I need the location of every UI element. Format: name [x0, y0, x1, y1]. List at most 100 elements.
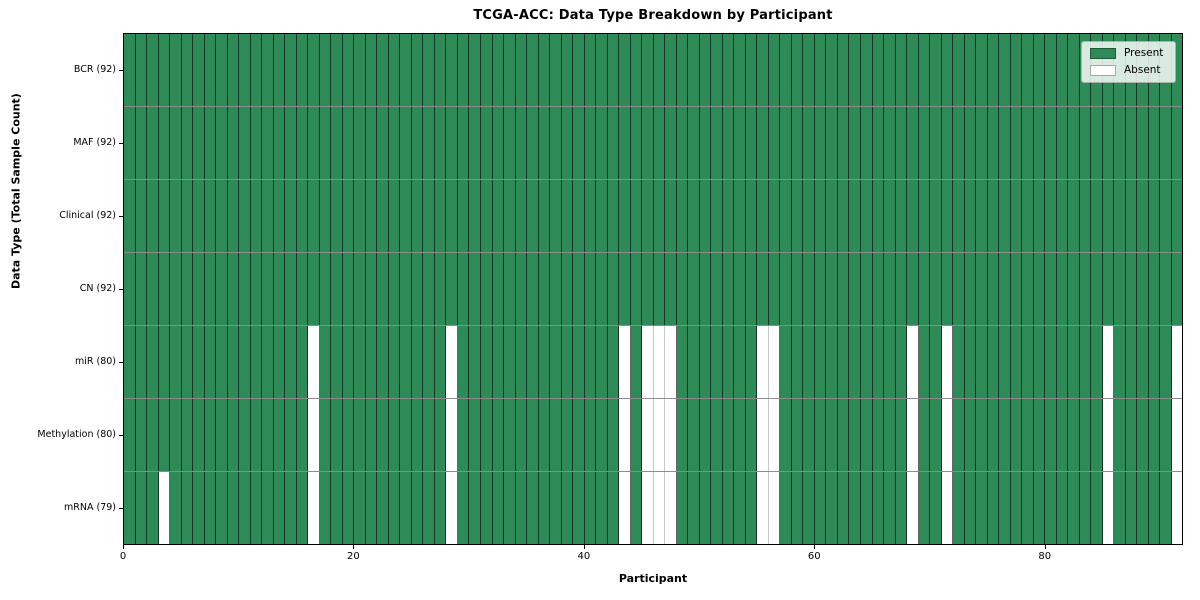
heatmap-cell	[1102, 326, 1115, 398]
heatmap-cell	[1091, 472, 1103, 544]
heatmap-cell	[319, 34, 332, 106]
heatmap-cell	[239, 180, 251, 252]
heatmap-cell	[480, 107, 493, 179]
heatmap-cell	[135, 34, 148, 106]
heatmap-cell	[273, 399, 286, 471]
heatmap-cell	[492, 472, 505, 544]
heatmap-cell	[987, 180, 1000, 252]
heatmap-cell	[861, 326, 873, 398]
heatmap-cell	[884, 253, 896, 325]
heatmap-cell	[239, 107, 251, 179]
heatmap-cell	[699, 399, 712, 471]
heatmap-cell	[319, 107, 332, 179]
heatmap-cell	[1148, 326, 1161, 398]
heatmap-cell	[734, 399, 746, 471]
heatmap-cell	[492, 253, 505, 325]
heatmap-cell	[1114, 472, 1126, 544]
heatmap-cell	[642, 326, 654, 398]
heatmap-cell	[1056, 107, 1069, 179]
heatmap-cell	[872, 180, 885, 252]
heatmap-cell	[423, 107, 435, 179]
heatmap-cell	[296, 107, 309, 179]
heatmap-cell	[262, 399, 274, 471]
heatmap-cell	[457, 107, 470, 179]
heatmap-row-maf	[124, 107, 1183, 180]
heatmap-cell	[285, 472, 297, 544]
heatmap-cell	[411, 180, 424, 252]
heatmap-cell	[1056, 399, 1069, 471]
heatmap-cell	[480, 326, 493, 398]
heatmap-cell	[849, 253, 861, 325]
heatmap-cell	[227, 180, 240, 252]
heatmap-cell	[757, 107, 769, 179]
heatmap-cell	[722, 34, 735, 106]
heatmap-cell	[515, 180, 528, 252]
heatmap-cell	[239, 253, 251, 325]
heatmap-cell	[596, 253, 608, 325]
heatmap-cell	[365, 34, 378, 106]
heatmap-cell	[665, 107, 677, 179]
heatmap-cell	[1125, 107, 1138, 179]
heatmap-cell	[388, 107, 401, 179]
heatmap-cell	[250, 326, 263, 398]
heatmap-cell	[1010, 472, 1023, 544]
heatmap-cell	[768, 253, 781, 325]
heatmap-cell	[573, 107, 585, 179]
heatmap-cell	[953, 399, 965, 471]
heatmap-cell	[561, 399, 574, 471]
heatmap-cell	[722, 180, 735, 252]
heatmap-cell	[216, 472, 228, 544]
heatmap-cell	[342, 253, 355, 325]
heatmap-cell	[377, 34, 389, 106]
heatmap-plot-area	[123, 33, 1183, 545]
heatmap-cell	[895, 326, 908, 398]
heatmap-cell	[665, 472, 677, 544]
heatmap-cell	[342, 472, 355, 544]
heatmap-cell	[480, 180, 493, 252]
heatmap-cell	[135, 472, 148, 544]
heatmap-cell	[734, 107, 746, 179]
heatmap-cell	[515, 107, 528, 179]
heatmap-cell	[1125, 399, 1138, 471]
y-tick-label-methylation: Methylation (80)	[37, 429, 116, 441]
heatmap-cell	[1068, 253, 1080, 325]
heatmap-cell	[285, 399, 297, 471]
heatmap-cell	[1045, 34, 1057, 106]
heatmap-cell	[550, 107, 562, 179]
heatmap-cell	[930, 180, 942, 252]
heatmap-cell	[768, 326, 781, 398]
heatmap-cell	[607, 34, 620, 106]
heatmap-cell	[504, 399, 516, 471]
heatmap-cell	[768, 34, 781, 106]
heatmap-cell	[1079, 107, 1092, 179]
heatmap-cell	[377, 472, 389, 544]
heatmap-cell	[884, 107, 896, 179]
heatmap-cell	[446, 180, 458, 252]
heatmap-cell	[124, 180, 136, 252]
heatmap-cell	[619, 253, 631, 325]
heatmap-cell	[181, 399, 194, 471]
heatmap-cell	[158, 326, 171, 398]
heatmap-cell	[262, 34, 274, 106]
heatmap-cell	[930, 326, 942, 398]
heatmap-cell	[538, 326, 551, 398]
heatmap-cell	[354, 472, 366, 544]
heatmap-cell	[561, 253, 574, 325]
heatmap-cell	[204, 253, 217, 325]
heatmap-cell	[826, 34, 838, 106]
heatmap-cell	[745, 180, 758, 252]
heatmap-cell	[976, 399, 988, 471]
heatmap-cell	[262, 107, 274, 179]
heatmap-cell	[158, 472, 171, 544]
heatmap-row-bcr	[124, 34, 1183, 107]
heatmap-cell	[480, 399, 493, 471]
heatmap-cell	[596, 180, 608, 252]
y-tick-mark	[119, 362, 123, 364]
heatmap-cell	[1010, 107, 1023, 179]
heatmap-cell	[791, 253, 804, 325]
heatmap-cell	[976, 180, 988, 252]
y-tick-mark	[119, 142, 123, 144]
heatmap-cell	[204, 107, 217, 179]
heatmap-cell	[550, 326, 562, 398]
heatmap-cell	[999, 107, 1011, 179]
